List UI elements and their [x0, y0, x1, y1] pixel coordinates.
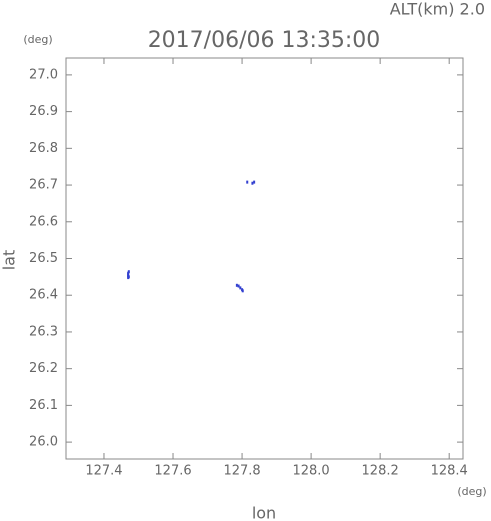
y-label: lat — [0, 250, 19, 271]
y-tick-label: 26.3 — [29, 324, 58, 339]
y-tick-label: 26.6 — [29, 214, 58, 229]
point — [251, 181, 254, 185]
plot-frame — [65, 57, 464, 460]
chart-title: 2017/06/06 13:35:00 — [148, 28, 381, 53]
point — [237, 284, 240, 288]
x-tick-label: 127.4 — [85, 464, 122, 479]
y-tick-label: 27.0 — [29, 67, 58, 82]
x-tick-label: 128.0 — [292, 464, 329, 479]
point — [235, 283, 238, 287]
x-label: lon — [252, 504, 276, 521]
point — [253, 180, 256, 184]
x-unit: (deg) — [457, 485, 486, 498]
y-tick-label: 26.0 — [29, 435, 58, 450]
annotation: ALT(km) 2.0 — [390, 0, 485, 19]
point — [246, 180, 249, 184]
point — [127, 270, 130, 274]
point — [241, 289, 244, 293]
y-tick-label: 26.8 — [29, 141, 58, 156]
x-tick-label: 128.4 — [431, 464, 468, 479]
x-tick-label: 127.8 — [223, 464, 260, 479]
y-tick-label: 26.9 — [29, 104, 58, 119]
y-tick-label: 26.2 — [29, 361, 58, 376]
y-tick-label: 26.5 — [29, 251, 58, 266]
y-tick-label: 26.4 — [29, 288, 58, 303]
y-tick-label: 26.7 — [29, 178, 58, 193]
y-unit: (deg) — [23, 33, 52, 46]
x-tick-label: 128.2 — [362, 464, 399, 479]
y-tick-label: 26.1 — [29, 398, 58, 413]
x-tick-label: 127.6 — [154, 464, 191, 479]
point — [127, 275, 130, 279]
point — [239, 286, 242, 290]
